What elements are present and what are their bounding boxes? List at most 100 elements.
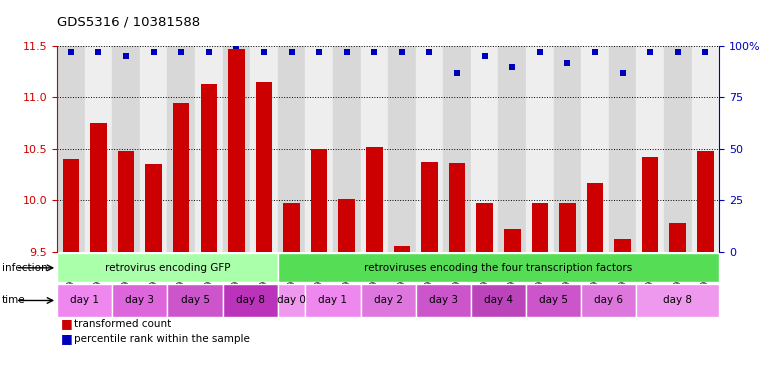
Bar — [228, 49, 244, 252]
Bar — [167, 46, 195, 252]
Point — [148, 49, 160, 55]
Point — [396, 49, 408, 55]
Bar — [393, 247, 410, 252]
Bar — [636, 46, 664, 252]
Bar — [278, 253, 719, 282]
Bar — [113, 284, 167, 317]
Bar — [112, 46, 140, 252]
Bar — [526, 284, 553, 317]
Point — [65, 49, 77, 55]
Point — [533, 49, 546, 55]
Bar — [443, 284, 471, 317]
Bar — [670, 223, 686, 252]
Bar — [140, 46, 167, 252]
Bar — [416, 46, 443, 252]
Point — [506, 64, 518, 70]
Text: infection: infection — [2, 263, 47, 273]
Bar — [421, 162, 438, 252]
Bar — [84, 46, 113, 252]
Bar — [553, 253, 581, 282]
Bar — [531, 203, 548, 252]
Bar — [200, 84, 217, 252]
Text: day 8: day 8 — [236, 295, 265, 306]
Bar — [609, 253, 636, 282]
Point — [562, 60, 574, 66]
Bar — [333, 46, 361, 252]
Bar — [443, 46, 471, 252]
Bar — [366, 147, 383, 252]
Point — [313, 49, 325, 55]
Bar — [333, 253, 361, 282]
Bar — [305, 284, 333, 317]
Bar — [250, 284, 278, 317]
Bar — [416, 284, 471, 317]
Bar — [504, 229, 521, 252]
Point — [479, 53, 491, 60]
Bar — [167, 253, 195, 282]
Bar — [471, 284, 498, 317]
Bar — [222, 253, 250, 282]
Bar — [57, 284, 84, 317]
Bar — [526, 253, 553, 282]
Text: ■: ■ — [61, 317, 72, 330]
Bar — [642, 157, 658, 252]
Text: day 1: day 1 — [318, 295, 348, 306]
Point — [175, 49, 187, 55]
Point — [92, 49, 104, 55]
Bar — [526, 46, 553, 252]
Bar — [145, 164, 162, 252]
Text: day 2: day 2 — [374, 295, 403, 306]
Bar — [581, 284, 609, 317]
Bar — [195, 46, 222, 252]
Bar — [113, 253, 140, 282]
Text: ■: ■ — [61, 333, 72, 345]
Text: day 3: day 3 — [428, 295, 458, 306]
Bar — [57, 253, 84, 282]
Point — [644, 49, 656, 55]
Text: day 3: day 3 — [126, 295, 154, 306]
Bar — [692, 253, 719, 282]
Bar — [113, 284, 140, 317]
Point — [589, 49, 601, 55]
Bar — [388, 46, 416, 252]
Bar — [697, 151, 714, 252]
Bar — [361, 284, 388, 317]
Bar — [471, 284, 526, 317]
Bar — [278, 46, 305, 252]
Point — [699, 49, 712, 55]
Point — [368, 49, 380, 55]
Point — [341, 49, 353, 55]
Bar — [692, 46, 719, 252]
Bar — [664, 46, 692, 252]
Bar — [278, 284, 305, 317]
Text: day 6: day 6 — [594, 295, 623, 306]
Bar — [498, 46, 526, 252]
Bar — [333, 284, 361, 317]
Bar — [526, 284, 581, 317]
Text: day 5: day 5 — [539, 295, 568, 306]
Bar — [664, 253, 692, 282]
Bar — [361, 253, 388, 282]
Point — [285, 49, 298, 55]
Bar — [339, 199, 355, 252]
Text: day 0: day 0 — [277, 295, 306, 306]
Text: retroviruses encoding the four transcription factors: retroviruses encoding the four transcrip… — [365, 263, 632, 273]
Text: day 1: day 1 — [70, 295, 99, 306]
Bar — [84, 284, 113, 317]
Bar — [173, 103, 189, 252]
Bar — [278, 284, 305, 317]
Bar — [57, 253, 278, 282]
Bar — [305, 253, 333, 282]
Bar — [581, 284, 636, 317]
Bar — [256, 82, 272, 252]
Bar — [471, 46, 498, 252]
Bar — [310, 149, 327, 252]
Bar — [553, 46, 581, 252]
Bar — [250, 46, 278, 252]
Bar — [167, 284, 195, 317]
Bar — [140, 253, 167, 282]
Bar — [559, 203, 575, 252]
Bar — [84, 253, 113, 282]
Bar — [283, 203, 300, 252]
Point — [120, 53, 132, 60]
